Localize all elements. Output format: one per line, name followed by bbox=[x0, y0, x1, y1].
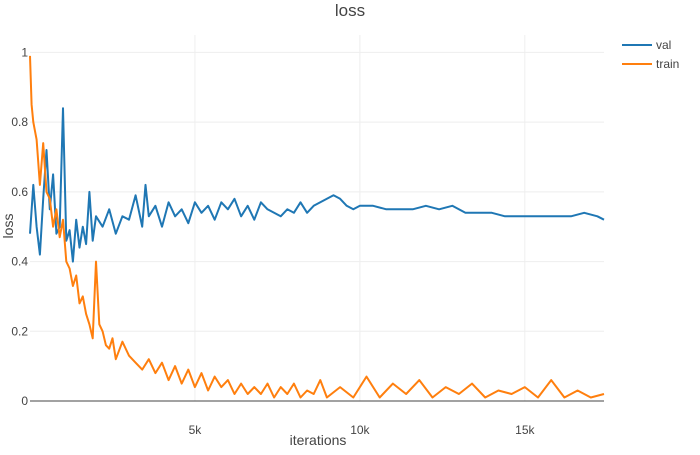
y-axis-title: loss bbox=[0, 214, 16, 239]
series-lines bbox=[29, 55, 605, 399]
grid bbox=[30, 35, 604, 401]
series-line-val bbox=[29, 107, 605, 263]
y-tick-label: 0.6 bbox=[11, 185, 28, 199]
x-tick-label: 10k bbox=[350, 423, 370, 437]
y-tick-label: 0 bbox=[21, 394, 28, 408]
y-tick-label: 0.8 bbox=[11, 115, 28, 129]
y-tick-label: 0.4 bbox=[11, 255, 28, 269]
chart-title: loss bbox=[335, 1, 365, 20]
legend-item-val[interactable]: val bbox=[622, 38, 671, 52]
legend-item-train[interactable]: train bbox=[622, 57, 679, 71]
x-axis-title: iterations bbox=[290, 432, 347, 448]
legend[interactable]: val train bbox=[622, 38, 679, 71]
x-tick-label: 15k bbox=[515, 423, 535, 437]
series-line-train bbox=[29, 55, 605, 399]
legend-label: train bbox=[656, 57, 679, 71]
x-tick-label: 5k bbox=[189, 423, 203, 437]
legend-label: val bbox=[656, 38, 671, 52]
y-tick-label: 1 bbox=[21, 45, 28, 59]
y-tick-label: 0.2 bbox=[11, 324, 28, 338]
